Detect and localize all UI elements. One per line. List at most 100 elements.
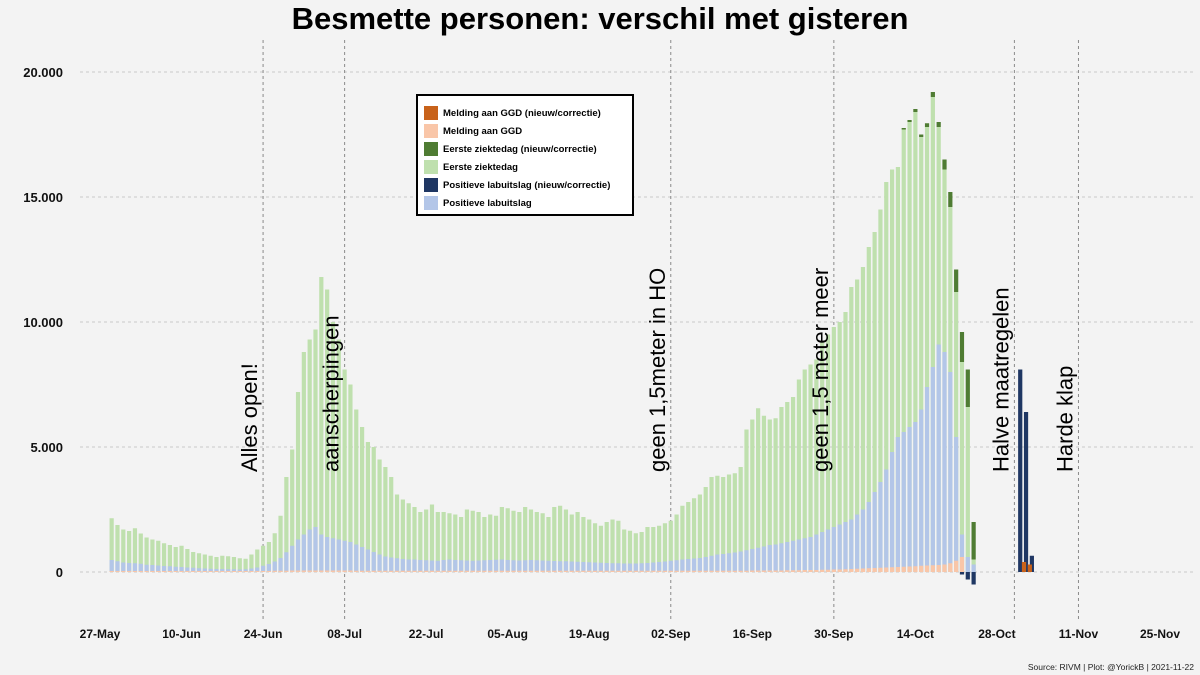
bar-positieve-labuitslag (109, 560, 114, 572)
legend-label: Eerste ziektedag (nieuw/correctie) (443, 143, 597, 155)
bar-melding-ggd (622, 570, 627, 572)
legend-item: Eerste ziektedag (424, 158, 626, 176)
bar-melding-ggd (954, 560, 959, 572)
bar-melding-ggd (534, 570, 539, 572)
bar-eerste-ziektedag (237, 558, 242, 572)
bar-positieve-labuitslag (127, 563, 132, 572)
bar-positieve-labuitslag (138, 563, 143, 572)
bar-melding-ggd (668, 570, 673, 572)
bar-positieve-labuitslag (808, 537, 813, 572)
bar-eerste-ziektedag (447, 513, 452, 572)
bar-melding-ggd (132, 571, 138, 572)
bar-melding-ggd (336, 570, 341, 572)
bar-positieve-labuitslag-nieuw (959, 572, 965, 575)
bar-eerste-ziektedag (744, 429, 749, 572)
bar-positieve-labuitslag (325, 537, 330, 572)
bar-positieve-labuitslag (889, 452, 895, 572)
bar-eerste-ziektedag (156, 540, 161, 572)
bar-eerste-ziektedag (889, 169, 895, 572)
bar-melding-ggd (284, 570, 289, 572)
bar-positieve-labuitslag (680, 559, 685, 572)
bar-melding-ggd-nieuw (1021, 562, 1027, 572)
bar-positieve-labuitslag (744, 550, 749, 572)
bar-positieve-labuitslag (604, 563, 609, 572)
legend-swatch (424, 196, 438, 210)
bar-eerste-ziektedag (453, 514, 458, 572)
bar-positieve-labuitslag-nieuw (1023, 412, 1029, 572)
bar-melding-ggd (627, 570, 633, 572)
bar-melding-ggd (569, 570, 574, 572)
bar-positieve-labuitslag (563, 561, 569, 572)
bar-positieve-labuitslag (301, 534, 306, 572)
bar-positieve-labuitslag (575, 561, 580, 572)
bar-positieve-labuitslag (884, 469, 889, 572)
bar-positieve-labuitslag (924, 387, 930, 572)
bar-eerste-ziektedag (342, 369, 347, 572)
bar-melding-ggd (884, 567, 889, 572)
bar-positieve-labuitslag (919, 409, 924, 572)
bar-eerste-ziektedag (616, 520, 621, 572)
legend-label: Melding aan GGD (443, 125, 523, 137)
bar-melding-ggd (406, 570, 411, 572)
bar-positieve-labuitslag (161, 566, 167, 572)
bar-eerste-ziektedag (354, 409, 359, 572)
bar-melding-ggd (849, 569, 854, 572)
bar-eerste-ziektedag (249, 554, 254, 572)
bar-positieve-labuitslag (779, 543, 784, 572)
bar-eerste-ziektedag (686, 502, 691, 572)
bar-eerste-ziektedag (587, 519, 592, 572)
bar-melding-ggd (243, 571, 248, 572)
bar-eerste-ziektedag (371, 447, 376, 572)
bar-melding-ggd (278, 570, 283, 572)
bar-melding-ggd (272, 570, 277, 572)
legend-item: Melding aan GGD (nieuw/correctie) (424, 104, 626, 122)
bar-positieve-labuitslag (948, 372, 953, 572)
bar-positieve-labuitslag (907, 427, 912, 572)
annotations: Alles open! aanscherpingen geen 1,5meter i… (237, 268, 1077, 472)
bar-positieve-labuitslag (231, 569, 237, 572)
x-tick-label: 28-Oct (978, 627, 1015, 641)
bar-melding-ggd (592, 570, 598, 572)
bar-positieve-labuitslag (761, 546, 767, 572)
bar-melding-ggd (342, 570, 347, 572)
bar-eerste-ziektedag (307, 339, 312, 572)
legend-label: Positieve labuitslag (nieuw/correctie) (443, 179, 611, 191)
bar-eerste-ziektedag (464, 509, 470, 572)
bar-eerste-ziektedag-nieuw (901, 128, 906, 130)
x-tick-label: 10-Jun (162, 627, 201, 641)
bar-melding-ggd (313, 570, 318, 572)
bar-positieve-labuitslag (208, 568, 213, 572)
bar-melding-ggd (575, 570, 580, 572)
bar-positieve-labuitslag (383, 556, 388, 572)
bar-melding-ggd (726, 570, 732, 572)
bar-eerste-ziektedag (476, 512, 481, 572)
bar-positieve-labuitslag (453, 560, 458, 572)
bar-positieve-labuitslag (295, 539, 301, 572)
bar-positieve-labuitslag (447, 559, 452, 572)
bar-eerste-ziektedag (534, 512, 539, 572)
bar-eerste-ziektedag (488, 514, 493, 572)
bar-positieve-labuitslag (843, 522, 848, 572)
bar-positieve-labuitslag (790, 540, 796, 572)
bar-melding-ggd (482, 570, 487, 572)
bar-melding-ggd (744, 570, 749, 572)
bar-positieve-labuitslag (214, 569, 219, 572)
bar-melding-ggd (738, 570, 743, 572)
bar-positieve-labuitslag-nieuw (1018, 369, 1023, 572)
bar-eerste-ziektedag (627, 530, 633, 572)
bar-eerste-ziektedag (359, 427, 365, 572)
bar-positieve-labuitslag (278, 558, 283, 572)
bar-melding-ggd (558, 570, 563, 572)
bar-eerste-ziektedag (191, 552, 196, 572)
bar-eerste-ziektedag (330, 322, 336, 572)
bar-eerste-ziektedag (109, 518, 114, 572)
bar-melding-ggd (138, 571, 143, 572)
bar-melding-ggd (808, 570, 813, 572)
bar-eerste-ziektedag (167, 545, 172, 572)
bar-positieve-labuitslag (307, 529, 312, 572)
bar-eerste-ziektedag (144, 537, 149, 572)
bar-eerste-ziektedag (796, 379, 802, 572)
bar-eerste-ziektedag (278, 515, 283, 572)
source-caption: Source: RIVM | Plot: @YorickB | 2021-11-… (1027, 662, 1194, 672)
annotation-label: Halve maatregelen (988, 287, 1013, 472)
